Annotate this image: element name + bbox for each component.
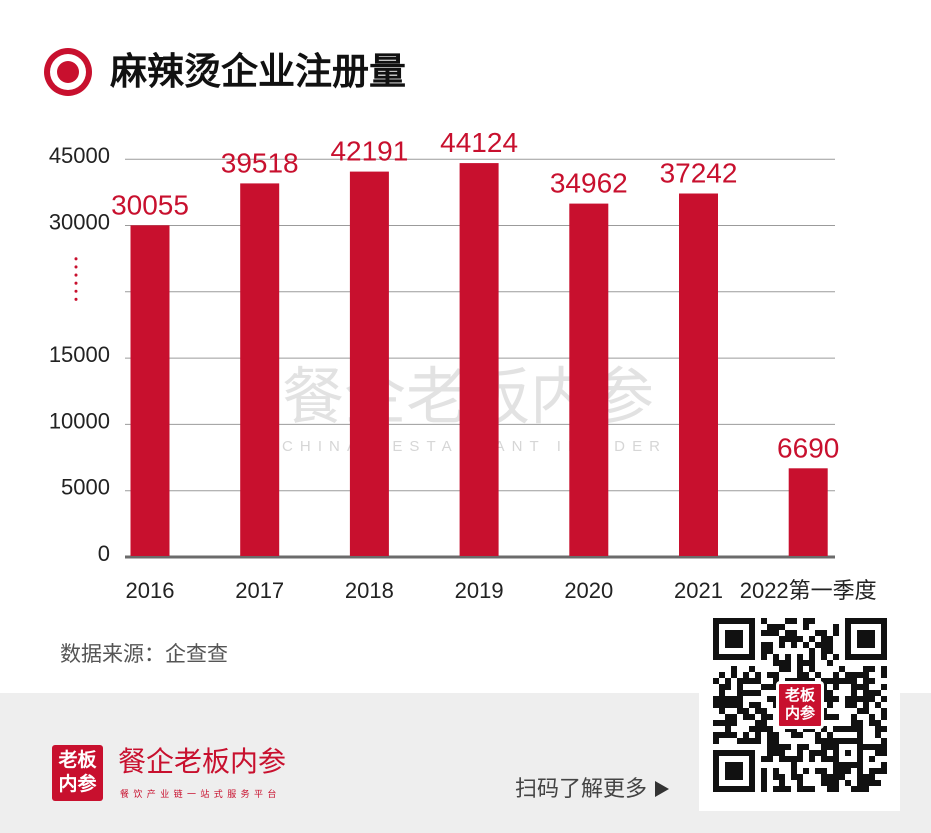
x-tick-label: 2019 (455, 578, 504, 603)
y-tick-label: 45000 (49, 143, 110, 168)
brand-slogan: 餐饮产业链一站式服务平台 (120, 789, 281, 799)
page-title: 麻辣烫企业注册量 (110, 51, 406, 92)
qr-code-modules (713, 618, 887, 792)
data-label: 39518 (221, 147, 299, 178)
y-tick-label: 0 (98, 541, 110, 566)
y-tick-label: 15000 (49, 342, 110, 367)
y-tick-label: 5000 (61, 475, 110, 500)
data-source: 数据来源：企查查 (60, 643, 228, 666)
x-tick-label: 2020 (564, 578, 613, 603)
scan-prompt: 扫码了解更多 (515, 776, 670, 802)
brand-logo-line1: 老板 (58, 750, 97, 771)
bar-2017 (240, 183, 280, 556)
brand-name: 餐企老板内参 (118, 746, 287, 777)
x-tick-label: 2016 (126, 578, 175, 603)
x-tick-label: 2021 (674, 578, 723, 603)
bar-2021 (679, 193, 718, 556)
qr-logo-line2: 内参 (784, 705, 815, 722)
target-dot (57, 61, 79, 83)
target-circle-icon (44, 48, 92, 96)
qr-center-logo-icon: 老板 内参 (776, 681, 824, 729)
bar-2016 (130, 225, 170, 557)
play-arrow-icon (655, 781, 670, 797)
bar-2022第一季度 (788, 468, 828, 556)
data-label: 42191 (330, 136, 408, 167)
bar-2019 (459, 163, 499, 556)
x-tick-label: 2017 (235, 578, 284, 603)
data-label: 34962 (550, 168, 628, 199)
laoban-neican-logo-icon: 老板 内参 (52, 745, 103, 801)
qr-logo-line1: 老板 (784, 687, 815, 704)
bar-2018 (349, 171, 389, 556)
data-label: 44124 (440, 127, 518, 158)
data-label: 37242 (660, 158, 738, 189)
chart-bars (130, 163, 828, 557)
data-label: 30055 (111, 189, 189, 220)
data-label: 6690 (777, 432, 839, 463)
y-tick-label: 10000 (49, 408, 110, 433)
y-tick-label: 30000 (49, 210, 110, 235)
scan-prompt-text: 扫码了解更多 (515, 776, 648, 801)
chart-labels: 30055 2016 39518 2017 42191 2018 44124 2019 3496… (111, 127, 877, 603)
brand-logo-line2: 内参 (58, 774, 97, 795)
x-tick-label: 2022第一季度 (740, 578, 877, 603)
qr-code-box: 老板 内参 (699, 607, 900, 811)
qr-code-icon (713, 618, 887, 792)
x-tick-label: 2018 (345, 578, 394, 603)
bar-2020 (569, 203, 609, 556)
